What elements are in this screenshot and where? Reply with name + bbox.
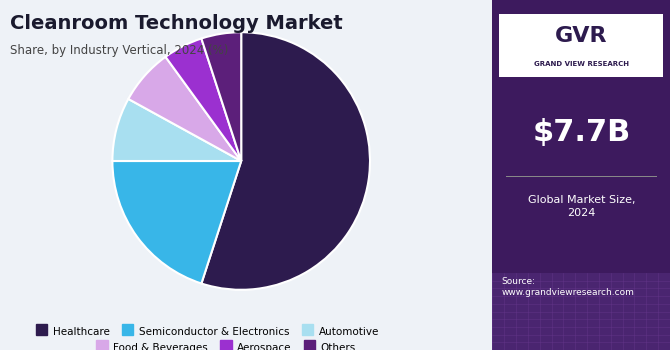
Legend: Food & Beverages, Aerospace, Others: Food & Beverages, Aerospace, Others [92,339,360,350]
Text: GRAND VIEW RESEARCH: GRAND VIEW RESEARCH [534,61,628,68]
Wedge shape [129,57,241,161]
Text: $7.7B: $7.7B [533,119,630,147]
Text: Source:
www.grandviewresearch.com: Source: www.grandviewresearch.com [501,277,634,297]
Wedge shape [202,32,241,161]
Legend: Healthcare, Semiconductor & Electronics, Automotive: Healthcare, Semiconductor & Electronics,… [32,323,383,341]
Wedge shape [113,99,241,161]
Text: Share, by Industry Vertical, 2024 (%): Share, by Industry Vertical, 2024 (%) [10,44,228,57]
Wedge shape [165,38,241,161]
Text: Cleanroom Technology Market: Cleanroom Technology Market [10,14,343,33]
Wedge shape [113,161,241,284]
Text: GVR: GVR [555,26,608,46]
Wedge shape [202,32,370,290]
Text: Global Market Size,
2024: Global Market Size, 2024 [528,195,635,218]
